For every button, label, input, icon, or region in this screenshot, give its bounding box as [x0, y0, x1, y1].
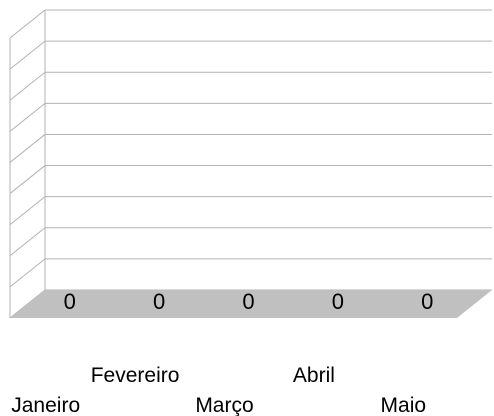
data-label: 0: [64, 289, 76, 314]
category-label: Abril: [293, 364, 335, 387]
data-label: 0: [153, 289, 165, 314]
data-label: 0: [332, 289, 344, 314]
category-labels: Janeiro Fevereiro Março Abril Maio: [11, 364, 426, 416]
category-label: Maio: [381, 394, 427, 416]
side-gridline: [9, 196, 46, 226]
side-gridline: [9, 102, 46, 132]
side-gridline: [9, 165, 46, 194]
chart-gridlines: [9, 9, 492, 319]
category-label: Fevereiro: [91, 364, 180, 387]
side-gridline: [9, 227, 46, 257]
category-label: Janeiro: [11, 394, 80, 416]
side-gridline: [9, 258, 46, 288]
chart-floor: [10, 290, 492, 318]
side-gridline: [9, 40, 46, 70]
data-label: 0: [421, 289, 433, 314]
side-gridline: [9, 134, 46, 163]
data-labels: 0 0 0 0 0: [64, 289, 434, 314]
chart-walls: [9, 10, 46, 318]
data-label: 0: [242, 289, 254, 314]
category-label: Março: [195, 394, 253, 416]
side-gridline: [9, 71, 46, 101]
side-gridline: [9, 9, 46, 39]
